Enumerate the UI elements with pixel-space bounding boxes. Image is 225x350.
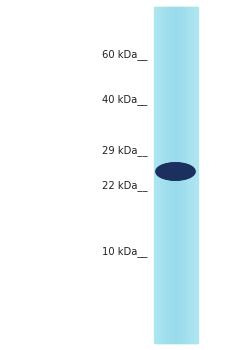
Bar: [186, 7, 187, 343]
Bar: [161, 7, 162, 343]
Ellipse shape: [159, 164, 192, 179]
Bar: [194, 7, 195, 343]
Bar: [164, 7, 165, 343]
Bar: [165, 7, 166, 343]
Bar: [184, 7, 185, 343]
Ellipse shape: [157, 163, 194, 180]
Bar: [193, 7, 194, 343]
Bar: [176, 7, 177, 343]
Bar: [167, 7, 168, 343]
Bar: [170, 7, 171, 343]
Bar: [159, 7, 160, 343]
Bar: [166, 7, 167, 343]
Bar: [187, 7, 189, 343]
Bar: [163, 7, 164, 343]
Text: 10 kDa__: 10 kDa__: [102, 246, 147, 258]
Ellipse shape: [162, 166, 189, 177]
Bar: [190, 7, 191, 343]
Bar: [174, 7, 175, 343]
Bar: [177, 7, 178, 343]
Bar: [169, 7, 170, 343]
Bar: [183, 7, 184, 343]
Bar: [169, 7, 171, 343]
Bar: [154, 7, 155, 343]
Bar: [157, 7, 158, 343]
Ellipse shape: [158, 164, 193, 179]
Bar: [158, 7, 160, 343]
Text: 22 kDa__: 22 kDa__: [102, 180, 147, 191]
Bar: [155, 7, 157, 343]
Bar: [164, 7, 165, 343]
Text: 40 kDa__: 40 kDa__: [102, 94, 147, 105]
Ellipse shape: [158, 164, 193, 179]
Bar: [160, 7, 161, 343]
Bar: [191, 7, 192, 343]
Bar: [182, 7, 184, 343]
Bar: [162, 7, 163, 343]
Bar: [189, 7, 190, 343]
Text: 60 kDa__: 60 kDa__: [102, 49, 147, 60]
Bar: [178, 7, 179, 343]
Bar: [166, 7, 168, 343]
Bar: [197, 7, 198, 343]
Bar: [188, 7, 189, 343]
Ellipse shape: [160, 165, 191, 178]
Bar: [173, 7, 174, 343]
Bar: [185, 7, 187, 343]
Bar: [174, 7, 176, 343]
Bar: [155, 7, 156, 343]
Bar: [190, 7, 191, 343]
Bar: [184, 7, 186, 343]
Text: 29 kDa__: 29 kDa__: [102, 145, 147, 156]
Bar: [195, 7, 196, 343]
Ellipse shape: [165, 167, 186, 176]
Ellipse shape: [156, 163, 195, 180]
Ellipse shape: [160, 164, 191, 178]
Bar: [181, 7, 182, 343]
Bar: [193, 7, 194, 343]
Bar: [180, 7, 181, 343]
Bar: [180, 7, 181, 343]
Bar: [158, 7, 159, 343]
Bar: [172, 7, 173, 343]
Bar: [187, 7, 188, 343]
Ellipse shape: [156, 163, 195, 180]
Ellipse shape: [161, 165, 190, 178]
Bar: [168, 7, 169, 343]
Bar: [196, 7, 197, 343]
Ellipse shape: [162, 165, 189, 178]
Bar: [171, 7, 172, 343]
Ellipse shape: [163, 166, 188, 177]
Bar: [177, 7, 178, 343]
Ellipse shape: [164, 167, 187, 176]
Bar: [196, 7, 197, 343]
Bar: [171, 7, 173, 343]
Ellipse shape: [157, 163, 194, 180]
Bar: [161, 7, 162, 343]
Bar: [156, 7, 158, 343]
Bar: [179, 7, 180, 343]
Bar: [192, 7, 193, 343]
Ellipse shape: [160, 164, 191, 178]
Ellipse shape: [164, 166, 187, 177]
Ellipse shape: [162, 166, 189, 177]
Bar: [182, 7, 183, 343]
Bar: [175, 7, 176, 343]
